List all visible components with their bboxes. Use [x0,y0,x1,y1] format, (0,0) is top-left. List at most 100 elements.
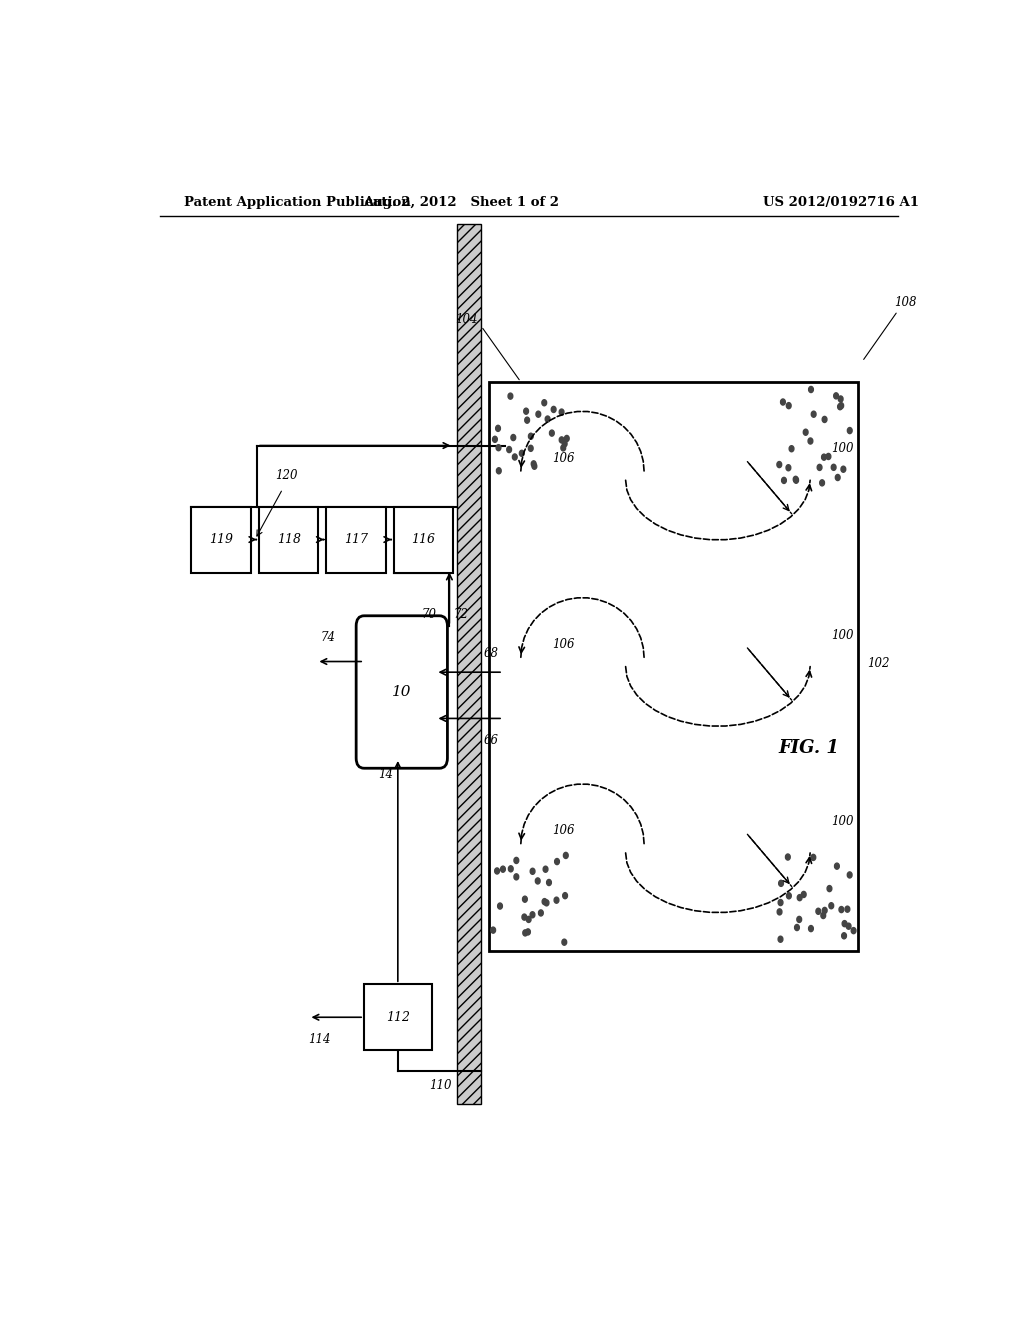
Text: 72: 72 [454,609,468,622]
Circle shape [851,928,856,933]
Circle shape [822,416,827,422]
Text: 10: 10 [392,685,412,700]
Text: 70: 70 [422,609,436,622]
Circle shape [827,886,831,891]
Text: 117: 117 [344,533,369,546]
Circle shape [821,454,826,461]
Circle shape [808,438,813,444]
Text: 119: 119 [209,533,233,546]
Bar [327,507,386,573]
Circle shape [539,909,544,916]
Circle shape [839,403,844,409]
Text: Aug. 2, 2012   Sheet 1 of 2: Aug. 2, 2012 Sheet 1 of 2 [364,195,559,209]
Circle shape [501,866,505,873]
Text: 66: 66 [484,734,499,747]
Circle shape [846,923,851,929]
Bar [259,507,318,573]
Circle shape [817,465,822,470]
Text: US 2012/0192716 A1: US 2012/0192716 A1 [763,195,919,209]
Circle shape [551,407,556,412]
Circle shape [490,927,496,933]
Circle shape [834,393,839,399]
Text: 112: 112 [386,1011,410,1024]
Circle shape [795,924,800,931]
Circle shape [554,898,559,903]
Circle shape [498,903,503,909]
Circle shape [803,429,808,436]
Circle shape [836,474,840,480]
Circle shape [508,866,513,873]
Text: 108: 108 [894,296,916,309]
Text: 100: 100 [831,814,854,828]
Text: 14: 14 [378,768,393,781]
Circle shape [794,477,798,482]
Text: 118: 118 [276,533,301,546]
Circle shape [781,478,786,483]
Circle shape [523,929,527,936]
Circle shape [786,892,792,899]
Circle shape [530,912,535,917]
Circle shape [797,916,802,923]
Circle shape [790,446,794,451]
Circle shape [794,477,799,483]
Circle shape [512,454,517,461]
Circle shape [838,404,843,409]
Circle shape [514,874,519,880]
FancyBboxPatch shape [356,616,447,768]
Circle shape [839,907,844,912]
Circle shape [841,466,846,473]
Text: 114: 114 [308,1032,331,1045]
Text: 102: 102 [867,656,890,669]
Circle shape [561,445,565,451]
Circle shape [523,408,528,414]
Circle shape [528,433,534,440]
Circle shape [531,461,536,467]
Circle shape [514,858,519,863]
Circle shape [828,903,834,908]
Circle shape [835,863,840,869]
Circle shape [563,853,568,858]
Circle shape [555,858,559,865]
Circle shape [545,416,550,422]
Circle shape [842,920,847,927]
Text: 106: 106 [553,824,575,837]
Circle shape [522,913,526,920]
Circle shape [559,437,564,444]
Circle shape [522,896,527,903]
Circle shape [786,465,791,471]
Circle shape [497,467,501,474]
Text: 106: 106 [553,451,575,465]
Circle shape [532,463,537,470]
Circle shape [524,417,529,424]
Circle shape [778,880,783,887]
Text: 116: 116 [412,533,435,546]
Circle shape [811,411,816,417]
Circle shape [562,939,566,945]
Circle shape [819,479,824,486]
Circle shape [526,916,531,923]
Text: 106: 106 [553,638,575,651]
Text: Patent Application Publication: Patent Application Publication [183,195,411,209]
Bar [458,224,481,1104]
Text: 104: 104 [455,313,477,326]
Circle shape [811,854,816,861]
Circle shape [778,936,783,942]
Circle shape [550,430,554,436]
Circle shape [822,907,827,913]
Text: 68: 68 [484,647,499,660]
Text: FIG. 1: FIG. 1 [778,739,840,756]
Circle shape [845,906,850,912]
Circle shape [563,892,567,899]
Circle shape [777,909,782,915]
Circle shape [559,409,564,414]
Circle shape [848,428,852,433]
Circle shape [508,393,513,399]
Circle shape [798,895,802,900]
Circle shape [847,873,852,878]
Text: 100: 100 [831,442,854,455]
Text: 100: 100 [831,628,854,642]
Circle shape [785,854,791,861]
Circle shape [826,453,830,459]
Circle shape [519,450,524,457]
Circle shape [525,929,530,935]
